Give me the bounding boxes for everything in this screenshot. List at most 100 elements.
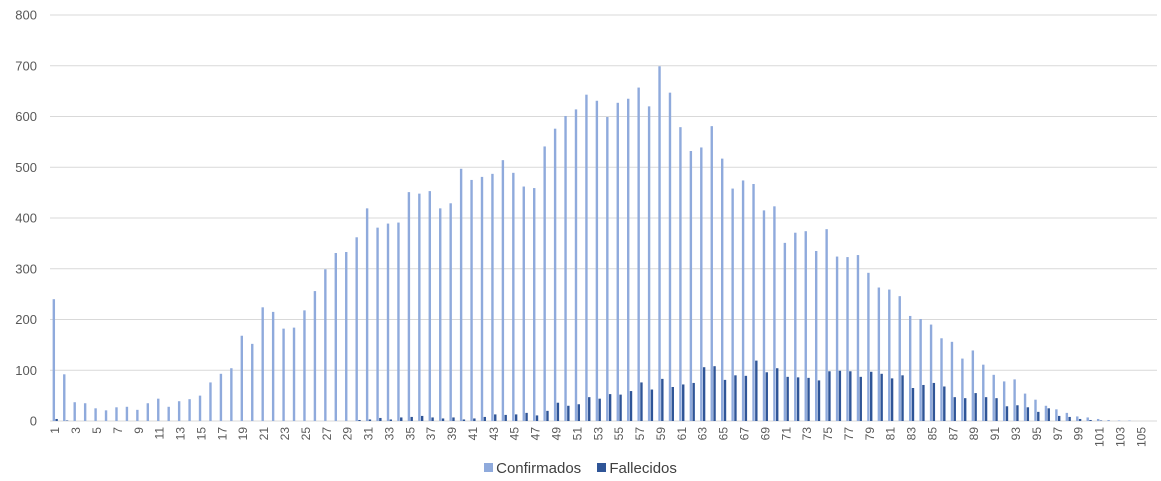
bar-fallecidos-99 xyxy=(1078,418,1082,421)
bar-confirmados-74 xyxy=(814,250,818,421)
bar-fallecidos-78 xyxy=(859,376,862,421)
x-tick-label: 61 xyxy=(675,427,689,441)
bar-fallecidos-87 xyxy=(953,397,956,421)
x-axis-tick-labels: 1 3 5 7 9 11 13 15 17 19 21 23 25 27 29 31 33 35 37 39 41 43 4… xyxy=(48,427,1148,447)
bar-confirmados-65 xyxy=(720,158,724,421)
bar-confirmados-50 xyxy=(564,115,567,422)
bar-confirmados-41 xyxy=(470,179,473,421)
y-tick-label: 0 xyxy=(30,414,37,429)
bar-confirmados-88 xyxy=(961,358,964,421)
bar-fallecidos-57 xyxy=(640,382,643,421)
bar-confirmados-59 xyxy=(658,66,661,421)
x-tick-label: 35 xyxy=(403,427,417,441)
bar-confirmados-16 xyxy=(209,382,212,421)
bar-confirmados-34 xyxy=(397,222,400,421)
x-tick-label: 19 xyxy=(236,427,250,441)
bar-fallecidos-76 xyxy=(838,370,842,421)
bar-fallecidos-51 xyxy=(577,404,580,421)
bar-fallecidos-77 xyxy=(849,371,852,421)
bar-fallecidos-46 xyxy=(525,412,528,421)
bar-confirmados-2 xyxy=(63,374,66,421)
bar-confirmados-31 xyxy=(365,208,369,421)
bar-fallecidos-49 xyxy=(556,402,560,421)
bar-confirmados-61 xyxy=(679,127,682,421)
bar-confirmados-33 xyxy=(386,223,390,421)
y-tick-label: 300 xyxy=(15,261,37,276)
bar-confirmados-27 xyxy=(324,269,327,421)
legend-label-fallecidos: Fallecidos xyxy=(609,460,677,477)
bar-fallecidos-37 xyxy=(431,417,434,421)
bar-fallecidos-83 xyxy=(911,388,915,421)
x-tick-label: 65 xyxy=(717,427,731,441)
bars xyxy=(52,66,1131,422)
bar-fallecidos-84 xyxy=(922,384,925,421)
bar-confirmados-52 xyxy=(585,94,588,422)
bar-confirmados-4 xyxy=(83,403,87,421)
y-tick-label: 800 xyxy=(15,8,37,23)
bar-confirmados-48 xyxy=(543,146,546,421)
bar-confirmados-21 xyxy=(261,307,264,421)
x-tick-label: 69 xyxy=(758,427,772,441)
legend-label-confirmados: Confirmados xyxy=(496,460,582,477)
x-tick-label: 105 xyxy=(1134,427,1148,447)
bar-fallecidos-42 xyxy=(483,416,487,421)
bar-fallecidos-58 xyxy=(650,389,654,421)
legend-item-fallecidos: Fallecidos xyxy=(597,460,677,477)
bar-confirmados-68 xyxy=(752,183,755,421)
y-tick-label: 100 xyxy=(15,363,37,378)
x-tick-label: 63 xyxy=(696,427,710,441)
x-tick-label: 9 xyxy=(132,427,146,434)
x-tick-label: 39 xyxy=(445,427,459,441)
bar-confirmados-66 xyxy=(731,188,734,421)
bar-fallecidos-90 xyxy=(984,397,988,421)
bar-confirmados-89 xyxy=(971,350,975,421)
bar-fallecidos-48 xyxy=(546,410,549,421)
bar-confirmados-90 xyxy=(982,364,985,421)
bar-fallecidos-97 xyxy=(1057,415,1061,421)
bar-confirmados-40 xyxy=(459,168,463,421)
bar-fallecidos-101 xyxy=(1099,420,1103,421)
bar-confirmados-69 xyxy=(762,210,766,421)
bar-confirmados-83 xyxy=(908,315,912,421)
bar-fallecidos-43 xyxy=(494,414,497,421)
bar-confirmados-25 xyxy=(303,310,306,421)
bar-fallecidos-66 xyxy=(734,375,737,421)
bar-fallecidos-98 xyxy=(1068,416,1071,421)
bar-fallecidos-41 xyxy=(473,418,476,421)
x-tick-label: 77 xyxy=(842,427,856,441)
x-tick-label: 81 xyxy=(884,427,898,441)
bar-confirmados-15 xyxy=(198,395,202,421)
bar-confirmados-30 xyxy=(355,237,358,421)
bar-confirmados-82 xyxy=(898,296,901,421)
bar-fallecidos-67 xyxy=(744,375,748,421)
bar-fallecidos-80 xyxy=(880,373,883,421)
bar-confirmados-24 xyxy=(292,327,296,421)
bar-confirmados-1 xyxy=(52,299,56,421)
bar-confirmados-6 xyxy=(104,410,108,421)
bar-confirmados-19 xyxy=(240,335,244,421)
y-tick-label: 600 xyxy=(15,109,37,124)
bar-confirmados-104 xyxy=(1128,420,1131,421)
x-tick-label: 99 xyxy=(1072,427,1086,441)
bar-confirmados-62 xyxy=(689,151,693,421)
bar-fallecidos-36 xyxy=(420,415,424,421)
bar-fallecidos-79 xyxy=(870,371,873,421)
bar-fallecidos-81 xyxy=(890,378,894,421)
bar-confirmados-38 xyxy=(439,208,442,421)
x-tick-label: 31 xyxy=(362,427,376,441)
bar-fallecidos-35 xyxy=(410,416,413,421)
bar-confirmados-86 xyxy=(940,338,943,421)
x-tick-label: 49 xyxy=(550,427,564,441)
x-tick-label: 51 xyxy=(570,427,584,441)
bar-fallecidos-38 xyxy=(441,418,445,421)
bar-confirmados-102 xyxy=(1107,419,1110,421)
bar-confirmados-57 xyxy=(637,87,640,421)
x-tick-label: 103 xyxy=(1113,427,1127,447)
bar-fallecidos-93 xyxy=(1016,405,1019,421)
bar-confirmados-17 xyxy=(219,373,223,421)
bar-confirmados-29 xyxy=(345,252,348,421)
bar-confirmados-45 xyxy=(512,172,515,421)
bar-fallecidos-45 xyxy=(514,414,518,421)
bar-confirmados-10 xyxy=(146,403,150,421)
